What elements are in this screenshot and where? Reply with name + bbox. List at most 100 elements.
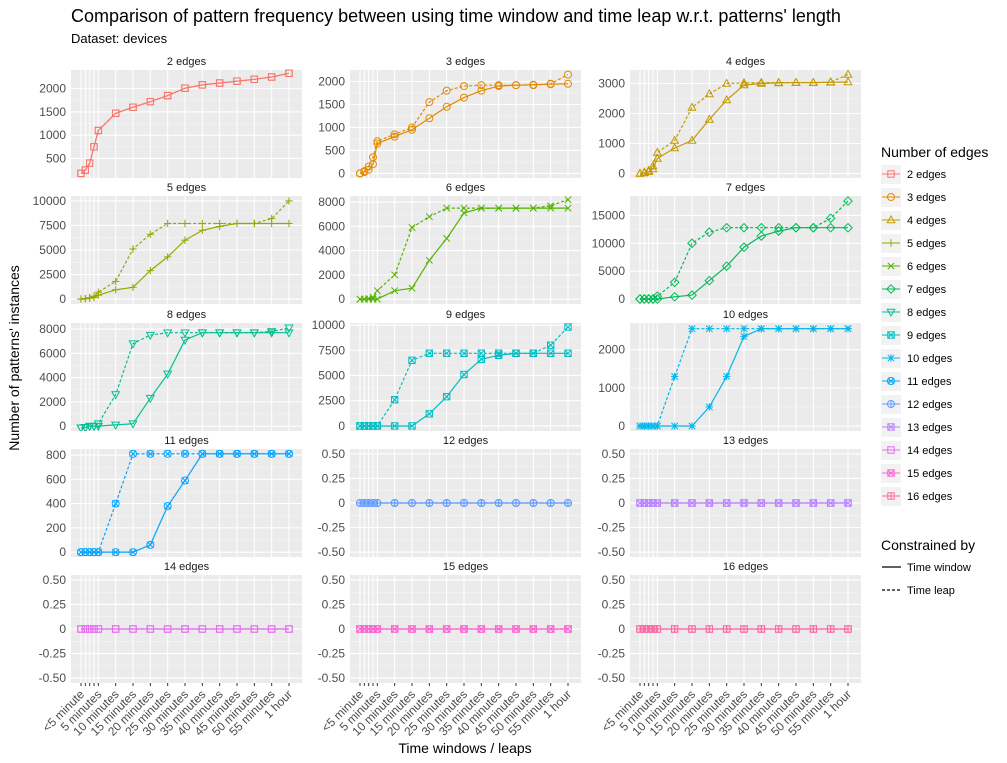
point-time-leap — [512, 349, 520, 357]
point-time-leap — [512, 81, 520, 90]
point-time-leap — [233, 219, 241, 228]
point-time-leap — [181, 449, 189, 458]
y-tick-label: 0 — [338, 496, 345, 510]
y-tick-label: 1500 — [318, 97, 345, 111]
point-time-leap-triangle — [80, 424, 90, 433]
y-tick-label: 0.25 — [322, 597, 346, 611]
y-tick-label: 8000 — [39, 322, 66, 336]
y-tick-label: 0.25 — [602, 471, 626, 485]
point-time-leap — [90, 143, 98, 151]
point-time-leap — [688, 325, 696, 333]
legend-key-point-stroke — [887, 377, 895, 385]
point-time-window-stroke — [460, 370, 468, 379]
y-tick-label: 0 — [618, 419, 625, 433]
y-tick-label: 10000 — [592, 236, 626, 250]
point-time-leap — [285, 197, 293, 205]
point-time-leap-circle — [285, 449, 293, 458]
point-time-window-stroke — [443, 393, 451, 401]
point-time-window-triangle — [843, 76, 853, 86]
point-time-window-stroke — [547, 204, 555, 212]
point-time-leap-square — [360, 422, 369, 430]
facet-strip-label: 2 edges — [167, 56, 207, 68]
point-time-window — [460, 370, 468, 379]
y-tick-label: 800 — [46, 448, 66, 462]
point-time-leap-triangle — [687, 102, 697, 111]
facet-panel: 3 edges 0 500 1000 1500 2000 — [318, 52, 581, 180]
facet-strip-label: 5 edges — [167, 182, 207, 194]
y-tick-label: 15000 — [592, 208, 626, 222]
point-time-leap — [774, 77, 784, 86]
point-time-leap — [443, 204, 451, 212]
point-time-leap-stroke — [198, 450, 206, 458]
point-time-leap-square — [94, 625, 103, 633]
point-time-window-square — [564, 349, 572, 357]
point-time-window-stroke — [373, 295, 381, 303]
point-time-window — [564, 349, 572, 357]
point-time-leap — [90, 292, 98, 300]
point-time-leap-square — [369, 625, 377, 633]
point-time-window — [564, 204, 572, 212]
point-time-leap-stroke — [495, 204, 503, 212]
point-time-leap-square — [653, 499, 662, 507]
point-time-leap-diamond — [739, 222, 749, 233]
point-time-leap — [757, 625, 766, 633]
legend-key-point — [887, 262, 895, 270]
y-tick-label: -0.25 — [598, 521, 626, 535]
point-time-window — [687, 135, 697, 144]
point-time-leap — [408, 123, 416, 132]
point-time-leap — [773, 222, 784, 233]
point-time-leap-square — [809, 499, 818, 507]
point-time-leap — [547, 202, 555, 210]
point-time-leap — [442, 499, 451, 507]
point-time-leap-circle — [181, 449, 189, 458]
point-time-leap — [843, 196, 853, 206]
point-time-leap-square — [546, 625, 555, 633]
facet-panel: 2 edges 500 1000 1500 2000 — [39, 52, 302, 178]
y-tick-label: 2500 — [318, 394, 345, 408]
point-time-window-circle — [408, 125, 416, 134]
point-time-leap-square — [460, 349, 468, 357]
point-time-leap-square — [267, 625, 276, 633]
y-tick-label: 400 — [46, 497, 66, 511]
point-time-leap-circle — [512, 81, 520, 90]
legend-colour-item: 4 edges — [881, 211, 947, 230]
point-time-leap-square — [250, 75, 259, 84]
point-time-leap — [477, 625, 486, 633]
point-time-leap — [408, 356, 416, 365]
point-time-window — [181, 236, 189, 244]
point-time-leap — [198, 625, 207, 633]
point-time-window — [704, 275, 715, 286]
point-time-leap — [705, 499, 714, 507]
point-time-leap — [249, 329, 259, 338]
point-time-leap — [564, 625, 572, 633]
y-tick-label: 0 — [59, 622, 66, 636]
chart-subtitle: Dataset: devices — [71, 31, 168, 46]
y-tick-label: 2500 — [39, 268, 66, 282]
point-time-leap — [722, 325, 731, 333]
y-tick-label: -0.50 — [598, 671, 626, 685]
point-time-window-triangle — [145, 394, 155, 404]
y-tick-label: 0.25 — [43, 597, 67, 611]
point-time-window — [267, 329, 277, 338]
point-time-window-stroke — [688, 422, 696, 430]
legend-colour-label: 9 edges — [907, 330, 947, 342]
point-time-leap — [704, 227, 715, 238]
legend-colour-item: 15 edges — [881, 464, 953, 483]
facet-panel: 10 edges 0 1000 2000 — [598, 305, 861, 433]
point-time-window-circle — [477, 86, 486, 95]
point-time-leap-triangle — [197, 329, 207, 338]
point-time-leap-diamond — [643, 294, 654, 304]
y-tick-label: 0.50 — [43, 573, 67, 587]
y-tick-label: 5000 — [39, 243, 66, 257]
point-time-leap — [94, 288, 103, 296]
y-tick-label: 0.25 — [322, 471, 346, 485]
point-time-leap-stroke — [809, 325, 817, 333]
point-time-leap — [844, 325, 852, 333]
point-time-window — [285, 219, 293, 228]
facet-strip — [630, 305, 861, 323]
point-time-leap — [635, 294, 645, 304]
y-tick-label: 6000 — [318, 219, 345, 233]
point-time-leap — [408, 625, 416, 633]
series-line-time-leap — [359, 74, 569, 174]
